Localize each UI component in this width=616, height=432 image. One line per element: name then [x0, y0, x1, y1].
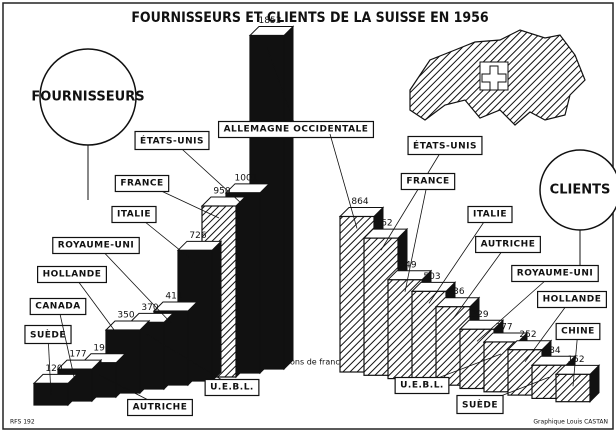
label-box [475, 235, 541, 254]
chart-title: FOURNISSEURS ET CLIENTS DE LA SUISSE EN … [131, 10, 489, 26]
value-label: 950 [213, 187, 230, 197]
category-label: SUÈDE [462, 399, 498, 411]
category-label: ÉTATS-UNIS [140, 135, 204, 147]
category-label: AUTRICHE [133, 403, 188, 413]
category-label: ITALIE [117, 210, 151, 220]
label-box [111, 205, 157, 224]
swiss-map [409, 29, 586, 126]
category-label: U.E.B.L. [400, 381, 444, 391]
category-label: HOLLANDE [543, 295, 602, 305]
value-label: 252 [519, 330, 536, 340]
value-label: 762 [375, 219, 392, 229]
value-label: 190 [93, 343, 110, 353]
circle [39, 48, 137, 146]
group-title: FOURNISSEURS [31, 90, 144, 105]
value-label: 503 [423, 272, 440, 282]
category-label: FRANCE [120, 179, 163, 189]
label-box [555, 322, 601, 341]
category-label: FRANCE [406, 177, 449, 187]
value-label: 177 [69, 350, 86, 360]
bar-group [554, 364, 601, 403]
note: En millions de francs suisses [261, 358, 376, 367]
label-box [511, 264, 599, 283]
value-label: 1853 [259, 16, 282, 26]
label-box [537, 290, 607, 309]
label-box [52, 236, 140, 255]
label-box [394, 376, 450, 395]
category-label: ROYAUME-UNI [517, 269, 593, 279]
group-title: CLIENTS [550, 183, 611, 198]
leader-line [171, 139, 244, 206]
category-label: AUTRICHE [481, 240, 536, 250]
category-label: HOLLANDE [43, 270, 102, 280]
value-label: 864 [351, 197, 368, 207]
value-label: 277 [495, 322, 512, 332]
category-label: ITALIE [473, 210, 507, 220]
value-label: 549 [399, 260, 416, 270]
category-label: ÉTATS-UNIS [413, 140, 477, 152]
bar-side [283, 25, 294, 371]
bar-side [139, 319, 150, 395]
category-label: SUÈDE [30, 329, 66, 341]
leader-line [71, 272, 124, 343]
label-box [37, 265, 107, 284]
value-label: 370 [141, 303, 158, 313]
category-label: U.E.B.L. [210, 383, 254, 393]
bar-side [187, 300, 198, 387]
category-label: CHINE [561, 327, 595, 337]
leader-line [47, 333, 52, 396]
leader-line [476, 271, 556, 342]
ref: RFS 192 [10, 419, 35, 426]
category-label: CANADA [35, 302, 81, 312]
bar-side [235, 195, 246, 379]
value-label: 350 [117, 311, 134, 321]
leader-line [95, 243, 172, 324]
bar-group [32, 373, 79, 407]
label-box [114, 174, 170, 193]
bar-side [211, 240, 222, 383]
label-box [127, 398, 193, 417]
circle [539, 149, 616, 231]
label-box [467, 205, 513, 224]
leader-line [428, 212, 491, 304]
value-label: 726 [189, 231, 206, 241]
value-label: 152 [567, 355, 584, 365]
category-label: ALLEMAGNE OCCIDENTALE [224, 125, 369, 135]
label-box [400, 172, 456, 191]
label-box [217, 120, 375, 139]
title-bg [135, 8, 485, 28]
label-box [24, 324, 72, 345]
bar-side [259, 182, 270, 375]
value-label: 120 [45, 364, 62, 374]
label-box [29, 297, 87, 316]
leader-line [524, 297, 573, 362]
value-label: 436 [447, 287, 464, 297]
category-label: ROYAUME-UNI [58, 241, 134, 251]
label-box [407, 135, 483, 156]
label-box [134, 130, 210, 151]
value-label: 411 [165, 292, 182, 302]
label-box [456, 394, 504, 415]
value-label: 329 [471, 310, 488, 320]
leader-line [329, 133, 358, 229]
leader-line [452, 242, 509, 319]
bar [555, 373, 591, 403]
credit: Graphique Louis CASTAN [533, 419, 608, 426]
value-label: 184 [543, 346, 560, 356]
leader-line [146, 334, 233, 387]
leader-line [404, 179, 429, 292]
bar-side [163, 312, 174, 391]
value-label: 1001 [235, 173, 258, 183]
label-box [204, 378, 260, 397]
leader-line [266, 47, 297, 129]
leader-line [57, 304, 76, 382]
leader-line [380, 144, 446, 251]
